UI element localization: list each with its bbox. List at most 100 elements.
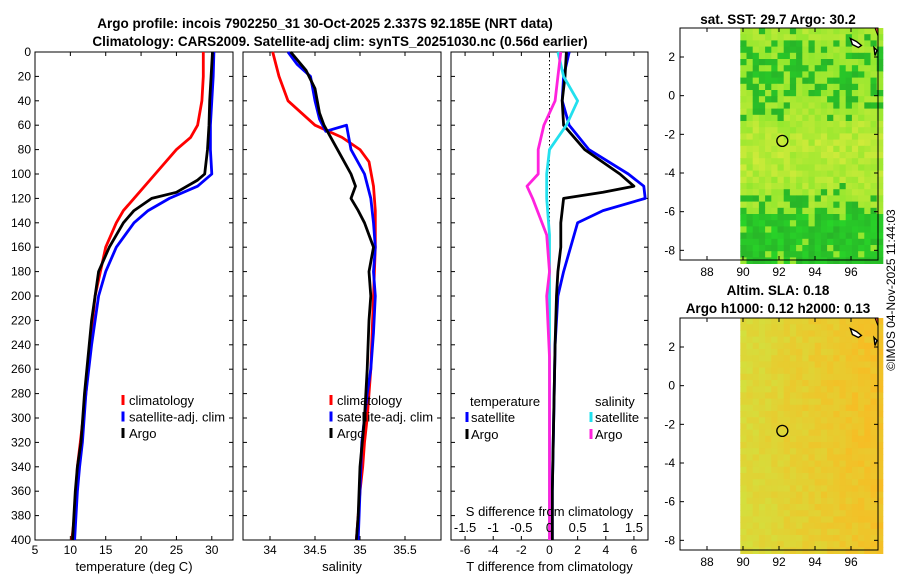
map-cell [845,164,853,171]
map-cell [789,176,797,184]
map-cell [870,207,878,215]
map-cell [820,238,828,246]
map-cell [864,238,871,246]
map-cell [820,40,828,47]
map-cell [839,108,847,116]
map-cell [845,491,853,499]
map-cell [777,257,785,264]
map-cell [876,195,884,202]
map-cell [783,380,791,387]
map-cell [802,59,809,66]
map-cell [870,442,878,449]
map-cell [833,504,840,511]
map-cell [802,535,809,542]
map-cell [758,52,766,60]
map-cell [876,232,884,240]
map-cell [808,528,816,536]
map-cell [870,547,878,554]
map-cell [777,158,785,165]
map-cell [740,454,747,461]
map-cell [752,454,760,461]
map-cell [777,189,785,196]
map-cell [839,71,847,78]
map-cell [814,251,822,258]
map-cell [864,367,871,375]
map-cell [796,238,803,246]
y-tick-label: 140 [11,216,31,230]
map-cell [777,145,785,153]
map-cell [864,497,871,505]
map-cell [845,342,853,350]
map-cell [752,28,760,35]
map-cell [827,411,834,418]
map-cell [870,516,878,523]
map-cell [858,59,865,66]
map-cell [820,342,828,350]
map-cell [876,342,884,350]
map-cell [876,201,884,209]
map-cell [789,220,797,227]
map-cell [858,71,865,78]
map-cell [858,342,865,350]
map-cell [808,429,816,437]
map-cell [752,473,760,480]
map-cell [876,485,884,492]
map-cell [876,133,884,140]
map-cell [796,398,803,406]
map-cell [771,145,778,153]
map-cell [765,164,772,171]
map-cell [827,158,834,165]
map-cell [870,102,878,109]
map-cell [820,145,828,153]
map-cell [839,164,847,171]
map-cell [758,497,766,505]
x-tick-label: -4 [488,543,499,557]
map-cell [740,152,747,159]
map-cell [783,226,791,233]
map-cell [771,108,778,116]
map-cell [839,245,847,252]
map-cell [870,435,878,443]
map-cell [777,133,785,140]
map-cell [802,454,809,461]
map-cell [845,245,853,252]
map-cell [777,361,785,368]
map-cell [820,226,828,233]
map-cell [851,52,859,60]
map-cell [833,59,840,66]
map-cell [864,40,871,47]
map-cell [876,404,884,412]
map-cell [814,127,822,134]
map-cell [777,342,785,350]
map-cell [870,195,878,202]
map-cell [839,183,847,190]
map-cell [802,207,809,215]
map-cell [777,336,785,344]
map-cell [851,164,859,171]
map-cell [783,214,791,221]
map-cell [796,361,803,368]
map-cell [789,454,797,461]
map-cell [858,349,865,356]
map-cell [783,349,791,356]
map-cell [820,361,828,368]
map-cell [758,373,766,381]
map-cell [820,232,828,240]
map-cell [827,71,834,78]
map-cell [839,361,847,368]
map-cell [758,435,766,443]
map-cell [765,373,772,381]
map-cell [746,90,754,97]
map-cell [814,170,822,178]
map-cell [839,367,847,375]
map-cell [845,435,853,443]
map-cell [740,176,747,184]
map-cell [820,318,828,325]
map-cell [752,114,760,122]
map-cell [870,133,878,140]
map-cell [858,516,865,523]
map-cell [827,442,834,449]
map-cell [765,497,772,505]
map-cell [845,238,853,246]
map-cell [746,183,754,190]
